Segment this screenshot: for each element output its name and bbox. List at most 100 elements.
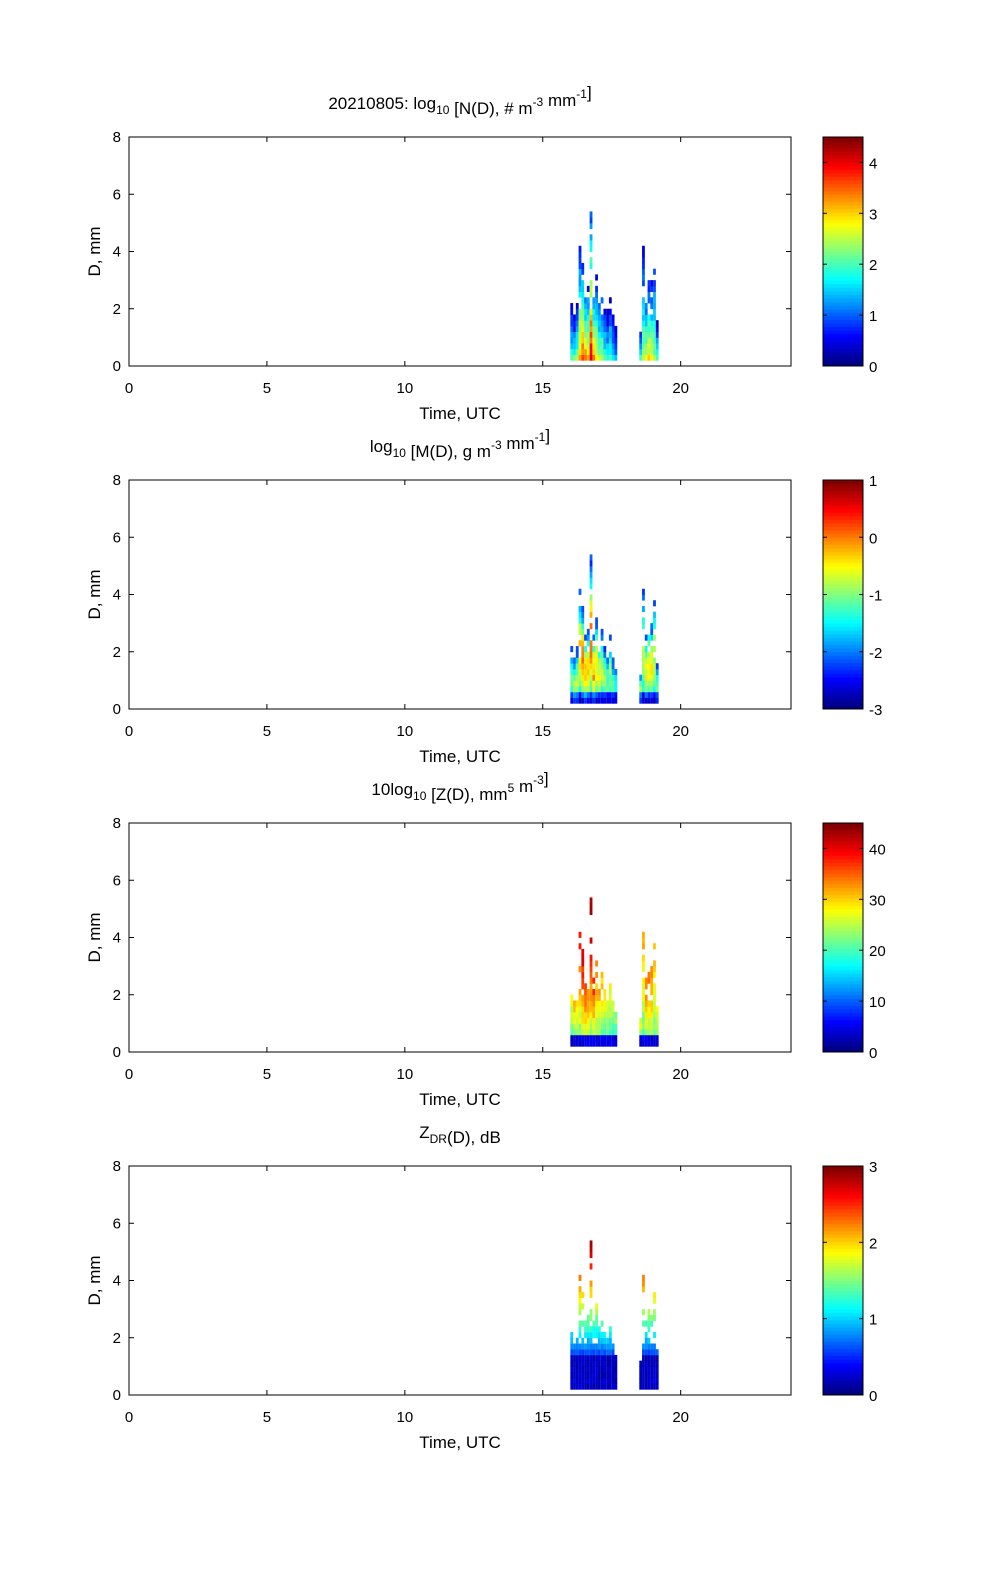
heatmap-cell xyxy=(639,343,643,350)
heatmap-cell xyxy=(653,663,656,670)
heatmap-cell xyxy=(655,1383,659,1390)
heatmap-cell xyxy=(581,657,585,664)
heatmap-cell xyxy=(595,960,598,967)
heatmap-cell xyxy=(647,1360,651,1367)
heatmap-cell xyxy=(647,971,651,978)
heatmap-cell xyxy=(642,1011,645,1019)
heatmap-cell xyxy=(600,971,604,978)
heatmap-cell xyxy=(581,337,585,344)
heatmap-cell xyxy=(573,1017,576,1024)
heatmap-cell xyxy=(608,1366,612,1373)
heatmap-cell xyxy=(606,308,609,315)
colorbar-segment xyxy=(823,1377,863,1382)
colorbar-segment xyxy=(823,508,863,513)
heatmap-cell xyxy=(647,1354,651,1362)
heatmap-cell xyxy=(595,1354,598,1362)
heatmap-cell xyxy=(644,1343,648,1350)
heatmap-cell xyxy=(595,983,598,990)
heatmap-cell xyxy=(592,1320,596,1327)
heatmap-cell xyxy=(589,560,593,567)
heatmap-cell xyxy=(611,314,615,321)
heatmap-cell xyxy=(573,1040,576,1047)
panel-2: log10 [M(D), g m-3 mm-1]0 5 10 15 2002468Tim… xyxy=(85,426,882,766)
heatmap-cell xyxy=(600,1366,604,1373)
heatmap-cell xyxy=(578,268,582,275)
heatmap-cell xyxy=(578,943,582,950)
heatmap-cell xyxy=(575,325,579,333)
heatmap-cell xyxy=(644,994,648,1001)
title-subscript: DR xyxy=(430,1132,448,1146)
heatmap-cell xyxy=(650,1360,654,1367)
colorbar-tick-label: -2 xyxy=(869,645,882,662)
colorbar-tick-label: 30 xyxy=(869,892,886,909)
heatmap-cell xyxy=(575,1372,579,1379)
heatmap-cell xyxy=(597,686,601,693)
heatmap-cell xyxy=(650,348,654,355)
colorbar-segment xyxy=(823,1030,863,1035)
heatmap-cell xyxy=(573,674,576,681)
heatmap-cell xyxy=(644,343,648,350)
heatmap-cell xyxy=(595,686,598,693)
heatmap-cell xyxy=(653,354,656,361)
heatmap-cell xyxy=(595,697,598,704)
heatmap-cell xyxy=(575,1006,579,1013)
colorbar-segment xyxy=(823,265,863,270)
heatmap-cell xyxy=(653,1354,656,1362)
heatmap-cell xyxy=(589,1349,593,1356)
heatmap-cell xyxy=(642,303,645,310)
heatmap-cell xyxy=(589,354,593,361)
colorbar-segment xyxy=(823,540,863,545)
heatmap-cell xyxy=(653,966,656,973)
heatmap-cell xyxy=(578,931,582,938)
heatmap-cell xyxy=(644,686,648,693)
heatmap-cell xyxy=(647,354,651,361)
heatmap-cell xyxy=(650,691,654,698)
colorbar-segment xyxy=(823,569,863,574)
heatmap-cell xyxy=(578,1274,582,1281)
colorbar-segment xyxy=(823,641,863,646)
heatmap-cell xyxy=(600,348,604,355)
heatmap-cell xyxy=(642,646,645,653)
heatmap-cell xyxy=(606,1354,609,1362)
heatmap-cell xyxy=(597,1332,601,1339)
colorbar-segment xyxy=(823,262,863,267)
panel-4: ZDR(D), dB 0 5 10 15 20 0 2 4 6 8 Time, UTC D, mm 0 1 2… xyxy=(85,1123,877,1452)
colorbar-segment xyxy=(823,1226,863,1231)
heatmap-cell xyxy=(589,937,593,944)
title-subscript: 10 xyxy=(436,103,450,117)
heatmap-cell xyxy=(614,348,618,355)
heatmap-cell xyxy=(608,680,612,687)
heatmap-cell xyxy=(653,623,656,630)
title-subscript: 10 xyxy=(393,446,407,460)
heatmap-cell xyxy=(606,331,609,338)
heatmap-cell xyxy=(578,308,582,315)
heatmap-cell xyxy=(589,663,593,670)
colorbar-segment xyxy=(823,1287,863,1292)
heatmap-cell xyxy=(586,680,590,687)
heatmap-cell xyxy=(584,1000,587,1007)
heatmap-cell xyxy=(586,989,590,996)
colorbar-segment xyxy=(823,633,863,638)
heatmap-cell xyxy=(611,1029,615,1036)
heatmap-cell xyxy=(597,668,601,676)
heatmap-cell xyxy=(595,634,598,641)
y-tick-label: 4 xyxy=(113,244,121,261)
heatmap-cell xyxy=(586,308,590,315)
heatmap-cell xyxy=(595,1023,598,1030)
colorbar-segment xyxy=(823,1269,863,1274)
colorbar-segment xyxy=(823,687,863,692)
title-text: m xyxy=(514,777,533,796)
heatmap-cell xyxy=(639,1372,643,1379)
heatmap-cell xyxy=(592,977,596,984)
colorbar-segment xyxy=(823,608,863,613)
heatmap-cell xyxy=(647,285,651,292)
heatmap-cell xyxy=(575,354,579,361)
heatmap-cell xyxy=(642,691,645,698)
heatmap-cell xyxy=(642,343,645,350)
heatmap-cell xyxy=(644,1011,648,1019)
heatmap-cell xyxy=(603,1366,607,1373)
heatmap-cell xyxy=(606,1383,609,1390)
heatmap-cell xyxy=(650,1011,654,1019)
heatmap-cell xyxy=(581,262,585,270)
colorbar-tick-label: 1 xyxy=(869,473,877,490)
